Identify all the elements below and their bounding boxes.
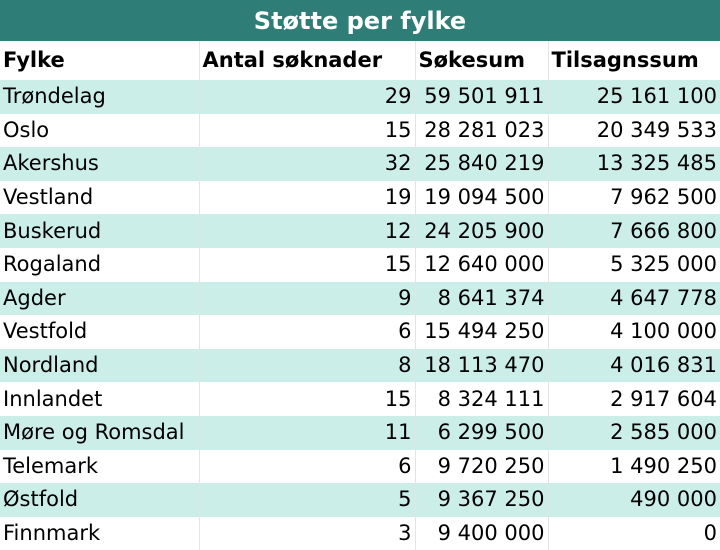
cell-tilsagnssum: 5 325 000 bbox=[548, 247, 720, 282]
table-row: Akershus 32 25 840 219 13 325 485 bbox=[0, 147, 720, 181]
table-row: Agder 9 8 641 374 4 647 778 bbox=[0, 281, 720, 316]
cell-antal-soknader: 15 bbox=[199, 247, 416, 282]
cell-tilsagnssum: 490 000 bbox=[548, 483, 720, 517]
cell-sokesum: 24 205 900 bbox=[415, 214, 549, 248]
cell-sokesum: 9 720 250 bbox=[415, 449, 549, 484]
table-row: Trøndelag 29 59 501 911 25 161 100 bbox=[0, 80, 720, 114]
cell-tilsagnssum: 1 490 250 bbox=[548, 449, 720, 484]
cell-fylke: Østfold bbox=[0, 483, 200, 517]
cell-antal-soknader: 6 bbox=[199, 315, 416, 349]
cell-antal-soknader: 32 bbox=[199, 147, 416, 181]
table-row: Buskerud 12 24 205 900 7 666 800 bbox=[0, 214, 720, 248]
table-row: Rogaland 15 12 640 000 5 325 000 bbox=[0, 247, 720, 282]
cell-fylke: Telemark bbox=[0, 449, 200, 484]
cell-antal-soknader: 12 bbox=[199, 214, 416, 248]
cell-antal-soknader: 6 bbox=[199, 449, 416, 484]
cell-fylke: Innlandet bbox=[0, 382, 200, 416]
header-row: Fylke Antal søknader Søkesum Tilsagnssum bbox=[0, 41, 720, 80]
cell-sokesum: 8 324 111 bbox=[415, 382, 549, 416]
cell-tilsagnssum: 25 161 100 bbox=[548, 80, 720, 114]
table-row: Østfold 5 9 367 250 490 000 bbox=[0, 483, 720, 517]
column-header-fylke: Fylke bbox=[0, 41, 200, 80]
cell-fylke: Trøndelag bbox=[0, 80, 200, 114]
cell-tilsagnssum: 0 bbox=[548, 516, 720, 550]
cell-fylke: Rogaland bbox=[0, 247, 200, 282]
cell-sokesum: 28 281 023 bbox=[415, 113, 549, 148]
column-header-antal-soknader: Antal søknader bbox=[199, 41, 416, 80]
cell-fylke: Oslo bbox=[0, 113, 200, 148]
cell-antal-soknader: 15 bbox=[199, 382, 416, 416]
table-row: Telemark 6 9 720 250 1 490 250 bbox=[0, 449, 720, 484]
column-header-tilsagnssum: Tilsagnssum bbox=[548, 41, 720, 80]
cell-fylke: Finnmark bbox=[0, 516, 200, 550]
cell-antal-soknader: 8 bbox=[199, 348, 416, 383]
cell-fylke: Møre og Romsdal bbox=[0, 415, 200, 450]
cell-antal-soknader: 11 bbox=[199, 415, 416, 450]
support-table: Fylke Antal søknader Søkesum Tilsagnssum… bbox=[0, 41, 720, 550]
cell-sokesum: 12 640 000 bbox=[415, 247, 549, 282]
cell-tilsagnssum: 7 962 500 bbox=[548, 180, 720, 215]
cell-sokesum: 9 367 250 bbox=[415, 483, 549, 517]
table-row: Møre og Romsdal 11 6 299 500 2 585 000 bbox=[0, 415, 720, 450]
cell-sokesum: 6 299 500 bbox=[415, 415, 549, 450]
cell-tilsagnssum: 4 647 778 bbox=[548, 281, 720, 316]
cell-fylke: Akershus bbox=[0, 147, 200, 181]
cell-antal-soknader: 3 bbox=[199, 516, 416, 550]
cell-tilsagnssum: 4 100 000 bbox=[548, 315, 720, 349]
cell-antal-soknader: 29 bbox=[199, 80, 416, 114]
table-title-text: Støtte per fylke bbox=[253, 6, 467, 35]
cell-sokesum: 15 494 250 bbox=[415, 315, 549, 349]
table-row: Vestfold 6 15 494 250 4 100 000 bbox=[0, 315, 720, 349]
cell-antal-soknader: 5 bbox=[199, 483, 416, 517]
cell-tilsagnssum: 7 666 800 bbox=[548, 214, 720, 248]
cell-fylke: Vestfold bbox=[0, 315, 200, 349]
table-body: Trøndelag 29 59 501 911 25 161 100 Oslo 15 28 … bbox=[0, 80, 720, 550]
cell-tilsagnssum: 2 585 000 bbox=[548, 415, 720, 450]
table-row: Innlandet 15 8 324 111 2 917 604 bbox=[0, 382, 720, 416]
cell-fylke: Vestland bbox=[0, 180, 200, 215]
cell-sokesum: 25 840 219 bbox=[415, 147, 549, 181]
cell-fylke: Agder bbox=[0, 281, 200, 316]
cell-sokesum: 9 400 000 bbox=[415, 516, 549, 550]
table-row: Vestland 19 19 094 500 7 962 500 bbox=[0, 180, 720, 215]
cell-sokesum: 8 641 374 bbox=[415, 281, 549, 316]
column-header-sokesum: Søkesum bbox=[415, 41, 549, 80]
cell-antal-soknader: 19 bbox=[199, 180, 416, 215]
cell-fylke: Buskerud bbox=[0, 214, 200, 248]
cell-fylke: Nordland bbox=[0, 348, 200, 383]
cell-sokesum: 19 094 500 bbox=[415, 180, 549, 215]
cell-antal-soknader: 9 bbox=[199, 281, 416, 316]
cell-sokesum: 18 113 470 bbox=[415, 348, 549, 383]
cell-tilsagnssum: 2 917 604 bbox=[548, 382, 720, 416]
cell-tilsagnssum: 4 016 831 bbox=[548, 348, 720, 383]
cell-antal-soknader: 15 bbox=[199, 113, 416, 148]
cell-sokesum: 59 501 911 bbox=[415, 80, 549, 114]
cell-tilsagnssum: 20 349 533 bbox=[548, 113, 720, 148]
table-row: Finnmark 3 9 400 000 0 bbox=[0, 516, 720, 550]
table-row: Nordland 8 18 113 470 4 016 831 bbox=[0, 348, 720, 383]
table-title: Støtte per fylke bbox=[0, 0, 720, 41]
cell-tilsagnssum: 13 325 485 bbox=[548, 147, 720, 181]
table-row: Oslo 15 28 281 023 20 349 533 bbox=[0, 113, 720, 148]
